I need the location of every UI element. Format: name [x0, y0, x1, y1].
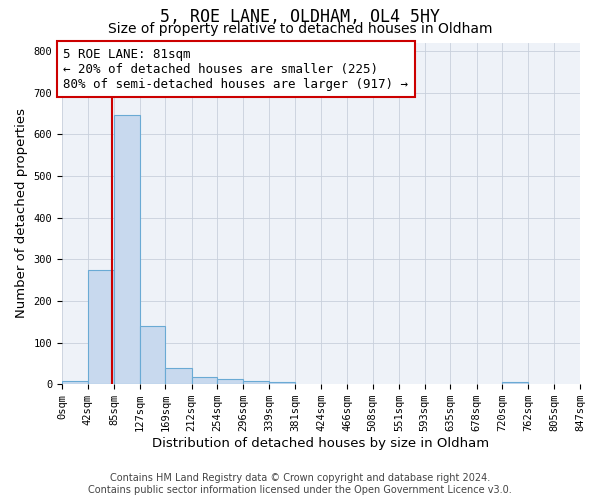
Bar [243, 381, 269, 384]
Bar [140, 326, 166, 384]
Text: 5, ROE LANE, OLDHAM, OL4 5HY: 5, ROE LANE, OLDHAM, OL4 5HY [160, 8, 440, 26]
Bar [191, 376, 217, 384]
Bar [62, 381, 88, 384]
Bar [88, 270, 114, 384]
Y-axis label: Number of detached properties: Number of detached properties [15, 108, 28, 318]
X-axis label: Distribution of detached houses by size in Oldham: Distribution of detached houses by size … [152, 437, 490, 450]
Text: Contains HM Land Registry data © Crown copyright and database right 2024.
Contai: Contains HM Land Registry data © Crown c… [88, 474, 512, 495]
Bar [269, 382, 295, 384]
Text: 5 ROE LANE: 81sqm
← 20% of detached houses are smaller (225)
80% of semi-detache: 5 ROE LANE: 81sqm ← 20% of detached hous… [63, 48, 408, 90]
Bar [502, 382, 528, 384]
Bar [166, 368, 191, 384]
Text: Size of property relative to detached houses in Oldham: Size of property relative to detached ho… [108, 22, 492, 36]
Bar [114, 116, 140, 384]
Bar [217, 379, 243, 384]
